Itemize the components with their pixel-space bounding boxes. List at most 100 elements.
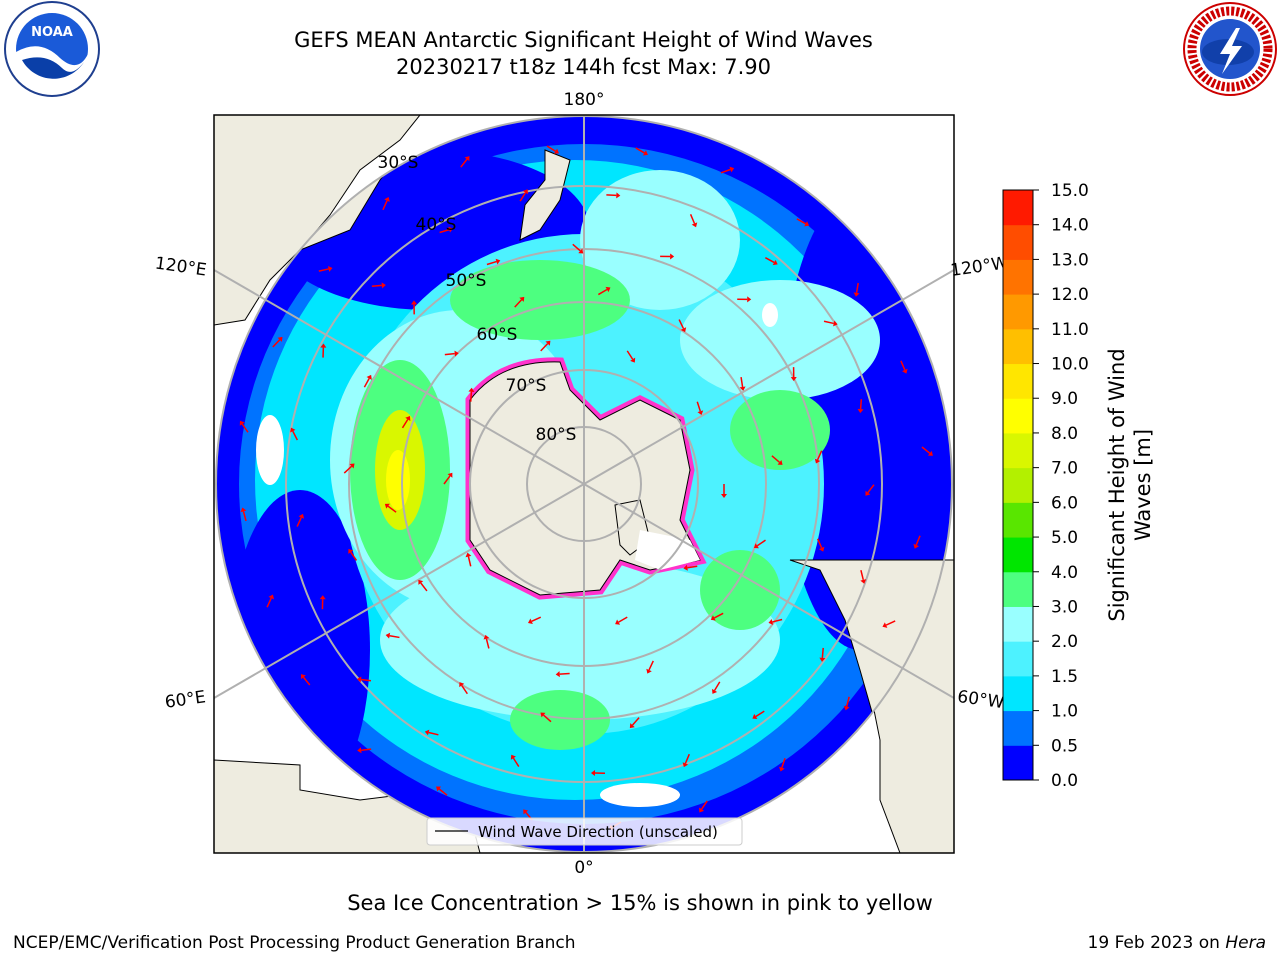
wave-arrow bbox=[387, 505, 397, 513]
wave-arrow bbox=[720, 168, 731, 174]
lat-label-80s: 80°S bbox=[536, 425, 577, 445]
wave-arrow-head bbox=[349, 463, 355, 469]
colorbar-tick-label: 12.0 bbox=[1051, 285, 1089, 305]
wave-arrow bbox=[859, 399, 863, 410]
wave-arrow bbox=[242, 511, 247, 522]
lat-label-50s: 50°S bbox=[446, 271, 487, 291]
wave-arrow bbox=[648, 660, 654, 671]
wave-arrow bbox=[318, 268, 329, 272]
wave-arrow-head bbox=[240, 507, 247, 513]
wave-arrow bbox=[428, 731, 439, 736]
colorbar-segment bbox=[1003, 745, 1033, 781]
colorbar-tick-label: 3.0 bbox=[1051, 597, 1078, 617]
footer-date-text: 19 Feb 2023 on bbox=[1087, 933, 1220, 953]
wave-arrow bbox=[461, 685, 468, 695]
wave-arrow bbox=[531, 616, 542, 622]
wave-arrow bbox=[361, 748, 372, 751]
colorbar: 0.0 0.5 1.0 1.5 2.0 3.0 4.0 5.0 6.0 7.0 8.0 9.0 10.0… bbox=[1002, 181, 1089, 791]
colorbar-tick-label: 1.5 bbox=[1051, 667, 1078, 687]
wave-arrow bbox=[626, 350, 634, 360]
map-frame bbox=[213, 114, 955, 854]
wave-arrow-head bbox=[418, 579, 424, 585]
wave-arrow bbox=[439, 228, 450, 234]
wave-arrow bbox=[469, 391, 473, 402]
wave-arrow bbox=[756, 539, 766, 547]
wave-arrow-head bbox=[857, 408, 864, 414]
lon-label-120e: 120°E bbox=[154, 254, 208, 281]
wave-arrow-head bbox=[721, 494, 727, 498]
map-legend: Wind Wave Direction (unscaled) bbox=[426, 817, 743, 846]
wave-arrow-head bbox=[710, 615, 716, 621]
wave-arrow bbox=[443, 475, 451, 485]
wave-arrow-head bbox=[768, 619, 774, 625]
noaa-logo: NOAA bbox=[4, 1, 100, 97]
wave-arrow bbox=[241, 423, 249, 433]
wave-arrow bbox=[519, 192, 527, 202]
wave-arrow bbox=[821, 647, 824, 658]
wave-arrow bbox=[546, 145, 556, 152]
wave-arrow-head bbox=[468, 387, 475, 392]
wave-arrow bbox=[771, 455, 780, 463]
nws-logo bbox=[1183, 2, 1277, 96]
graticule bbox=[214, 115, 954, 853]
wave-arrow-head bbox=[464, 156, 470, 162]
wave-arrow-head bbox=[670, 253, 675, 260]
lat-label-40s: 40°S bbox=[416, 215, 457, 235]
colorbar-segment bbox=[1003, 328, 1033, 365]
wave-arrow bbox=[740, 376, 744, 388]
wave-arrow-head bbox=[629, 723, 635, 729]
colorbar-segment bbox=[1003, 641, 1033, 677]
wave-arrow-head bbox=[366, 374, 372, 380]
wave-arrow-head bbox=[646, 668, 652, 674]
wave-arrow bbox=[713, 681, 721, 691]
wave-arrow bbox=[678, 319, 685, 329]
wave-arrow-head bbox=[699, 807, 705, 813]
wave-arrow bbox=[606, 194, 617, 197]
wave-arrow bbox=[460, 158, 468, 168]
wave-arrow-head bbox=[290, 427, 296, 433]
colorbar-segment bbox=[1003, 398, 1033, 434]
wave-arrow-head bbox=[268, 594, 274, 600]
wave-arrow-head bbox=[819, 657, 826, 662]
footer-date: 19 Feb 2023 on Hera bbox=[1088, 933, 1266, 953]
wave-arrow-head bbox=[779, 766, 785, 772]
wave-arrow bbox=[816, 538, 823, 549]
wave-arrow-head bbox=[752, 713, 758, 720]
wave-arrow-head bbox=[384, 503, 390, 509]
wave-arrow-head bbox=[753, 543, 759, 549]
wave-arrow-head bbox=[642, 150, 648, 156]
wave-arrow-head bbox=[327, 266, 333, 272]
wave-arrow bbox=[514, 299, 523, 308]
footer-machine: Hera bbox=[1225, 933, 1266, 953]
colorbar-segment bbox=[1003, 432, 1033, 469]
wave-arrow bbox=[401, 418, 409, 429]
wave-arrow-head bbox=[747, 296, 752, 303]
wave-arrow-head bbox=[630, 357, 636, 363]
legend-label: Wind Wave Direction (unscaled) bbox=[478, 823, 718, 841]
lat-label-70s: 70°S bbox=[506, 376, 547, 396]
wave-arrow-head bbox=[495, 258, 501, 265]
wave-arrow-head bbox=[804, 221, 810, 227]
wave-arrow bbox=[542, 714, 552, 723]
lon-label-60w: 60°W bbox=[956, 687, 1005, 713]
colorbar-label-1: Significant Height of Wind bbox=[1105, 348, 1129, 621]
wave-arrow bbox=[845, 696, 850, 707]
colorbar-tick-label: 10.0 bbox=[1051, 355, 1089, 375]
wave-arrow bbox=[885, 620, 896, 626]
wave-arrow-head bbox=[320, 343, 327, 348]
colorbar-segment bbox=[1003, 259, 1033, 295]
wave-arrow-head bbox=[865, 490, 871, 496]
colorbar-segment bbox=[1003, 224, 1033, 260]
wave-arrow bbox=[350, 551, 358, 561]
chart-subtitle: 20230217 t18z 144h fcst Max: 7.90 bbox=[396, 55, 771, 79]
wave-arrow-head bbox=[555, 671, 560, 678]
wave-arrow bbox=[823, 320, 834, 325]
wave-arrow-head bbox=[381, 282, 386, 289]
wave-arrow bbox=[689, 214, 696, 224]
wave-arrow-head bbox=[527, 618, 533, 625]
wave-arrow bbox=[900, 360, 906, 371]
wave-arrow bbox=[559, 672, 570, 675]
wave-arrow bbox=[772, 618, 783, 623]
wave-arrow-head bbox=[772, 259, 778, 266]
wave-arrow-head bbox=[833, 320, 838, 327]
